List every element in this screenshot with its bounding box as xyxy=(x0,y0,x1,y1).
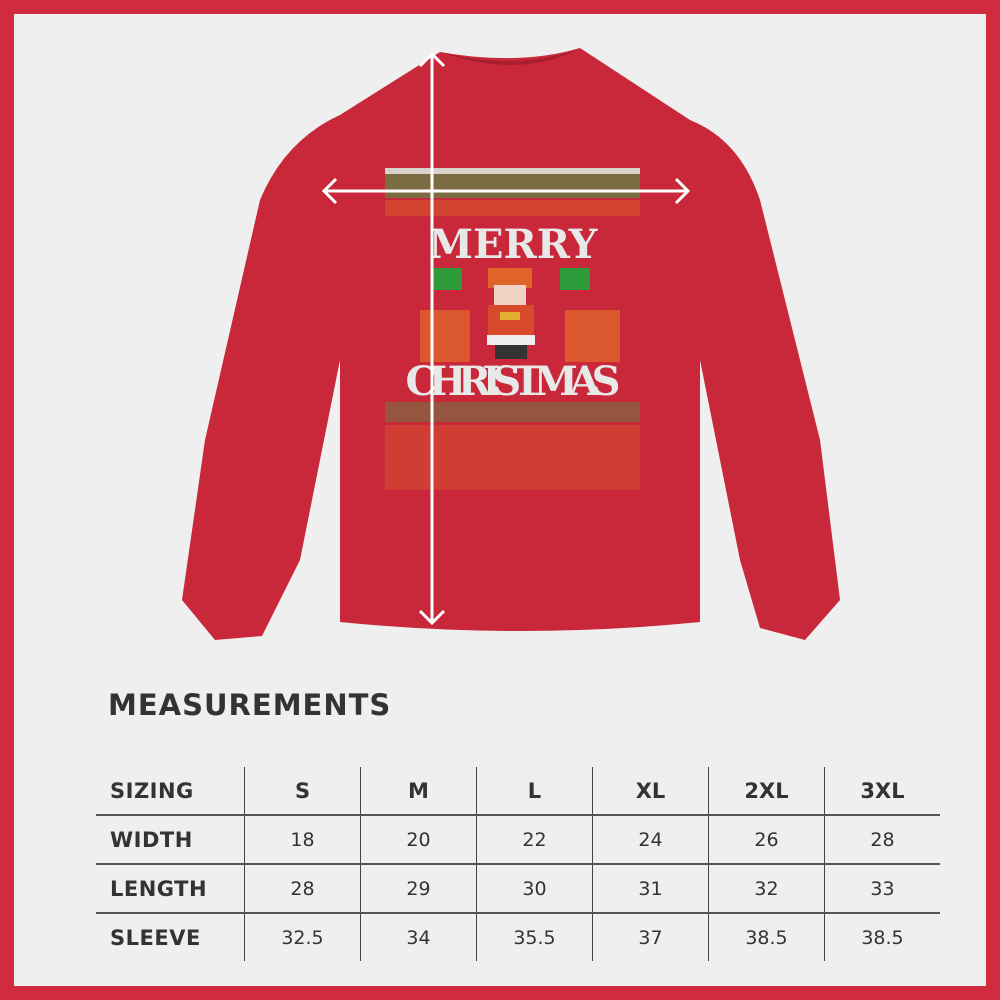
table-cell: 29 xyxy=(360,863,477,913)
print-border-pattern xyxy=(385,200,640,490)
header-cell: L xyxy=(476,767,593,815)
shirt-collar xyxy=(440,48,580,66)
header-cell: 2XL xyxy=(708,767,825,815)
table-row: SLEEVE 32.5 34 35.5 37 38.5 38.5 xyxy=(96,912,940,961)
table-cell: 28 xyxy=(824,814,940,864)
row-label: LENGTH xyxy=(96,863,245,913)
print-text-merry: MERRY xyxy=(429,221,598,268)
table-header-row: SIZING S M L XL 2XL 3XL xyxy=(96,767,940,815)
table-cell: 38.5 xyxy=(708,912,825,961)
shirt-image: MERRY CHRISTMAS xyxy=(182,48,840,640)
table-cell: 31 xyxy=(592,863,709,913)
header-cell: SIZING xyxy=(110,778,194,803)
header-cell: S xyxy=(244,767,361,815)
row-label: WIDTH xyxy=(96,814,245,864)
table-row: LENGTH 28 29 30 31 32 33 xyxy=(96,863,940,913)
table-cell: 24 xyxy=(592,814,709,864)
measurements-title: MEASUREMENTS xyxy=(108,688,392,722)
table-cell: 32.5 xyxy=(244,912,361,961)
table-cell: 35.5 xyxy=(476,912,593,961)
measurement-arrows xyxy=(321,51,691,626)
table-cell: 20 xyxy=(360,814,477,864)
header-cell: M xyxy=(360,767,477,815)
table-cell: 33 xyxy=(824,863,940,913)
santa-graphic xyxy=(420,268,620,362)
table-cell: 28 xyxy=(244,863,361,913)
table-cell: 26 xyxy=(708,814,825,864)
table-cell: 22 xyxy=(476,814,593,864)
table-row: WIDTH 18 20 22 24 26 28 xyxy=(96,814,940,864)
print-text-christmas: CHRISTMAS xyxy=(406,358,621,405)
table-cell: 18 xyxy=(244,814,361,864)
table-cell: 30 xyxy=(476,863,593,913)
header-cell: XL xyxy=(592,767,709,815)
table-cell: 32 xyxy=(708,863,825,913)
table-cell: 38.5 xyxy=(824,912,940,961)
table-cell: 37 xyxy=(592,912,709,961)
table-cell: 34 xyxy=(360,912,477,961)
row-label: SLEEVE xyxy=(96,912,245,961)
size-chart-table: SIZING S M L XL 2XL 3XL WIDTH 18 20 22 2… xyxy=(96,767,940,961)
header-cell: 3XL xyxy=(824,767,940,815)
